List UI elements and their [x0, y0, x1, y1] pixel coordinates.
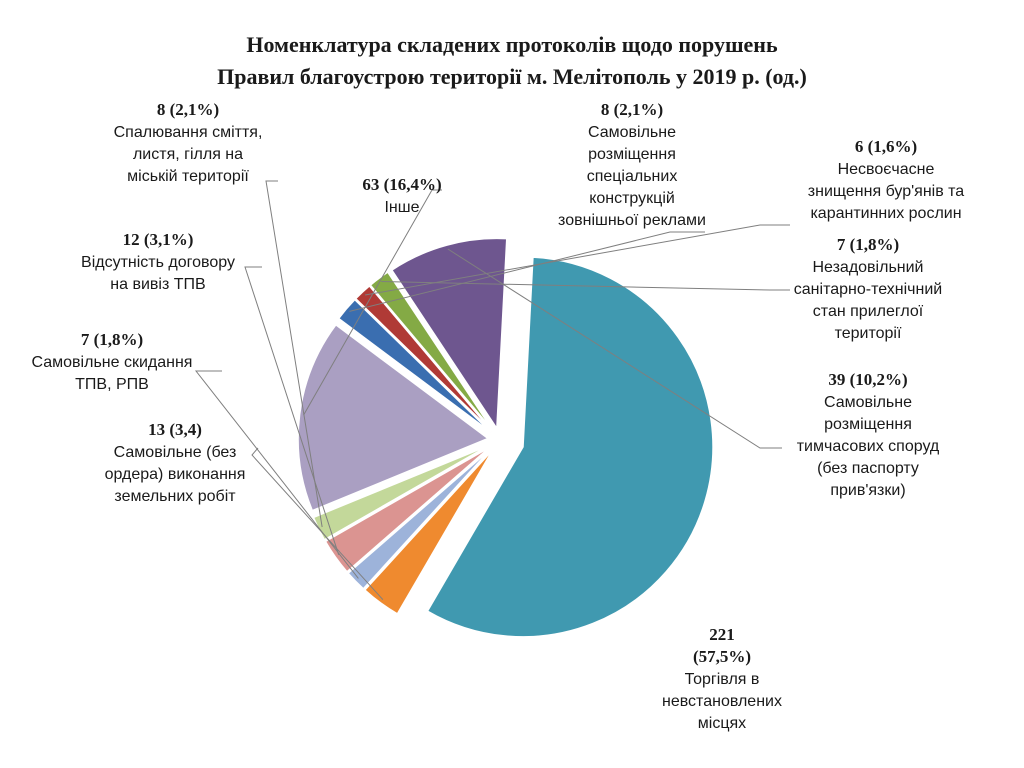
- slice-label: 7 (1,8%) Незадовільний санітарно-технічний…: [794, 235, 942, 342]
- slice-category-label: земельних робіт: [114, 488, 236, 505]
- slice-category-label: ТПВ, РПВ: [75, 376, 149, 393]
- slice-category-label: карантинних рослин: [810, 205, 961, 222]
- pie-slices: [297, 237, 714, 638]
- slice-category-label: території: [835, 325, 902, 342]
- slice-value-label: 7 (1,8%): [81, 330, 143, 349]
- slice-category-label: Самовільне (без: [114, 444, 237, 461]
- slice-value-label: 63 (16,4%): [362, 175, 441, 194]
- slice-value-label: 8 (2,1%): [157, 100, 219, 119]
- slice-category-label: конструкцій: [589, 190, 675, 207]
- slice-category-label: невстановлених: [662, 693, 782, 710]
- slice-category-label: Інше: [384, 199, 419, 216]
- slice-category-label: Незадовільний: [812, 259, 923, 276]
- slice-category-label: Несвоєчасне: [838, 161, 935, 178]
- leader-line: [303, 189, 442, 416]
- leader-line: [265, 180, 323, 528]
- leader-line: [251, 447, 384, 600]
- slice-value-label: 12 (3,1%): [123, 230, 194, 249]
- slice-value-label: 8 (2,1%): [601, 100, 663, 119]
- slice-category-label: (без паспорту: [817, 460, 919, 477]
- pie-slice: [369, 271, 494, 431]
- slice-category-label: на вивіз ТПВ: [110, 276, 205, 293]
- slice-category-label: Самовільне: [588, 124, 676, 141]
- slice-category-label: Торгівля в: [685, 671, 760, 688]
- chart-title: Номенклатура складених протоколів щодо п…: [217, 32, 807, 89]
- pie-slice: [426, 256, 714, 638]
- pie-slice: [390, 237, 508, 431]
- leader-line: [194, 370, 359, 579]
- slice-label: 13 (3,4) Самовільне (без ордера) виконання…: [105, 420, 246, 505]
- slice-category-label: розміщення: [824, 416, 912, 433]
- pie-slice: [354, 284, 493, 432]
- leader-line: [244, 266, 340, 555]
- leader-lines: [194, 180, 790, 600]
- slice-category-label: знищення бур'янів та: [808, 183, 965, 200]
- slice-labels: 221 (57,5%) Торгівля в невстановлених місцях…: [32, 100, 965, 732]
- slice-label: 221 (57,5%) Торгівля в невстановлених місцях: [662, 625, 782, 732]
- slice-label: 7 (1,8%) Самовільне скидання ТПВ, РПВ: [32, 330, 193, 393]
- pie-slice: [324, 446, 491, 573]
- slice-category-label: міській території: [127, 168, 249, 185]
- slice-category-label: Спалювання сміття,: [114, 124, 263, 141]
- leader-line: [365, 224, 790, 296]
- slice-value-label: 221: [709, 625, 735, 644]
- slice-label: 6 (1,6%) Несвоєчасне знищення бур'янів та к…: [808, 137, 965, 222]
- slice-value-label: 39 (10,2%): [828, 370, 907, 389]
- slice-label: 8 (2,1%) Самовільне розміщення спеціальних к…: [558, 100, 706, 229]
- pie-slice: [347, 447, 492, 590]
- slice-value-label: 6 (1,6%): [855, 137, 917, 156]
- slice-label: 39 (10,2%) Самовільне розміщення тимчасових…: [797, 370, 940, 499]
- slice-category-label: санітарно-технічний: [794, 281, 942, 298]
- slice-label: 8 (2,1%) Спалювання сміття, листя, гілля н…: [114, 100, 263, 185]
- slice-category-label: Відсутність договору: [81, 254, 235, 271]
- slice-label: 63 (16,4%) Інше: [362, 175, 441, 216]
- slice-value-label: (57,5%): [693, 647, 751, 666]
- slice-category-label: Самовільне: [824, 394, 912, 411]
- slice-value-label: 13 (3,4): [148, 420, 202, 439]
- slice-category-label: місцях: [698, 715, 746, 732]
- slice-category-label: стан прилеглої: [813, 303, 924, 320]
- pie-slice: [297, 323, 490, 512]
- slice-category-label: листя, гілля на: [133, 146, 243, 163]
- leader-line: [381, 281, 790, 291]
- pie-slice: [363, 449, 494, 615]
- slice-value-label: 7 (1,8%): [837, 235, 899, 254]
- slice-category-label: спеціальних: [587, 168, 678, 185]
- leader-line: [447, 248, 782, 449]
- slice-category-label: розміщення: [588, 146, 676, 163]
- leader-line: [349, 231, 705, 312]
- slice-category-label: ордера) виконання: [105, 466, 246, 483]
- slice-category-label: прив'язки): [830, 482, 905, 499]
- slice-category-label: тимчасових споруд: [797, 438, 940, 455]
- slice-category-label: зовнішньої реклами: [558, 212, 706, 229]
- pie-slice: [337, 298, 492, 433]
- chart-title-line: Правил благоустрою території м. Мелітопо…: [217, 64, 807, 89]
- slice-category-label: Самовільне скидання: [32, 354, 193, 371]
- slice-label: 12 (3,1%) Відсутність договору на вивіз ТП…: [81, 230, 235, 293]
- chart-title-line: Номенклатура складених протоколів щодо п…: [246, 32, 778, 57]
